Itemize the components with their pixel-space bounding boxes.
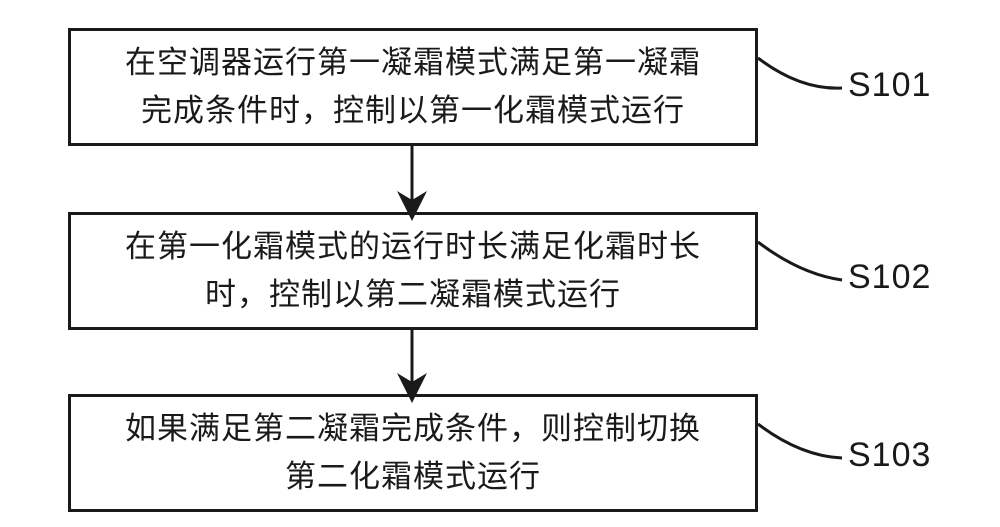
step-text: 在第一化霜模式的运行时长满足化霜时长 时，控制以第二凝霜模式运行 [125,223,701,319]
step-text: 在空调器运行第一凝霜模式满足第一凝霜 完成条件时，控制以第一化霜模式运行 [125,39,701,135]
step-s102-line2: 时，控制以第二凝霜模式运行 [205,277,621,312]
step-s101-line1: 在空调器运行第一凝霜模式满足第一凝霜 [125,45,701,80]
step-label-s103: S103 [848,436,931,475]
step-s103-line2: 第二化霜模式运行 [285,459,541,494]
step-s101-line2: 完成条件时，控制以第一化霜模式运行 [141,93,685,128]
flowchart-step-s103: 如果满足第二凝霜完成条件，则控制切换 第二化霜模式运行 [68,394,758,512]
flowchart-canvas: 在空调器运行第一凝霜模式满足第一凝霜 完成条件时，控制以第一化霜模式运行 ⌣ S… [0,0,1000,527]
step-s102-line1: 在第一化霜模式的运行时长满足化霜时长 [125,229,701,264]
step-label-s101: S101 [848,66,931,105]
step-s103-line1: 如果满足第二凝霜完成条件，则控制切换 [125,411,701,446]
step-label-s102: S102 [848,258,931,297]
flowchart-step-s102: 在第一化霜模式的运行时长满足化霜时长 时，控制以第二凝霜模式运行 [68,212,758,330]
step-text: 如果满足第二凝霜完成条件，则控制切换 第二化霜模式运行 [125,405,701,501]
flowchart-step-s101: 在空调器运行第一凝霜模式满足第一凝霜 完成条件时，控制以第一化霜模式运行 [68,28,758,146]
